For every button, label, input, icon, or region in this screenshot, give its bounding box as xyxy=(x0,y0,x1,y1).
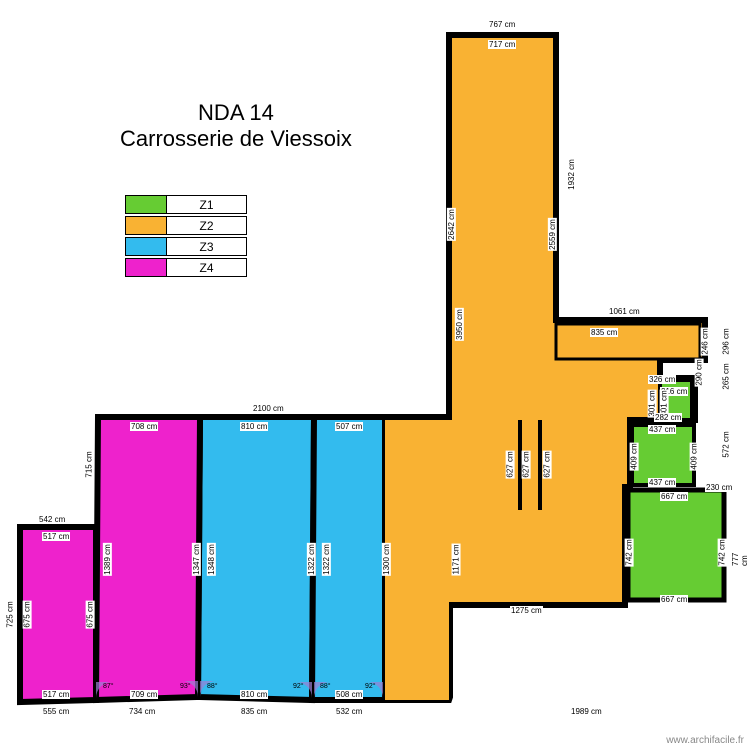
dim-1989: 1989 cm xyxy=(570,707,603,716)
dim-3950: 3950 cm xyxy=(455,308,464,341)
dim-508: 508 cm xyxy=(335,690,363,699)
dim-1389: 1389 cm xyxy=(103,543,112,576)
dim-835: 835 cm xyxy=(590,328,618,337)
dim-667a: 667 cm xyxy=(660,492,688,501)
dim-555: 555 cm xyxy=(42,707,70,716)
dim-742b: 742 cm xyxy=(718,538,727,566)
zone-z2-lower xyxy=(385,417,449,700)
dim-1322b: 1322 cm xyxy=(322,543,331,576)
dim-627a: 627 cm xyxy=(506,450,515,478)
dim-1348: 1348 cm xyxy=(207,543,216,576)
dim-282: 282 cm xyxy=(654,413,682,422)
dim-627b: 627 cm xyxy=(522,450,531,478)
dim-1061: 1061 cm xyxy=(608,307,641,316)
dim-230: 230 cm xyxy=(705,483,733,492)
dim-1300: 1300 cm xyxy=(382,543,391,576)
dim-409a: 409 cm xyxy=(630,442,639,470)
dim-246: 246 cm xyxy=(701,327,710,355)
angle-label-92b: 92° xyxy=(365,683,376,690)
dim-517b: 517 cm xyxy=(42,690,70,699)
angle-label-87: 87° xyxy=(103,683,114,690)
zone-z1-r2 xyxy=(632,425,694,485)
dim-675a: 675 cm xyxy=(23,600,32,628)
dim-734: 734 cm xyxy=(128,707,156,716)
angle-label-88b: 88° xyxy=(320,683,331,690)
dim-1347: 1347 cm xyxy=(192,543,201,576)
dim-717: 717 cm xyxy=(488,40,516,49)
angle-label-88a: 88° xyxy=(207,683,218,690)
dim-2642: 2642 cm xyxy=(447,208,456,241)
dim-437a: 437 cm xyxy=(648,425,676,434)
dim-290: 290 cm xyxy=(695,358,704,386)
dim-835b: 835 cm xyxy=(240,707,268,716)
dim-627c: 627 cm xyxy=(543,450,552,478)
dim-409b: 409 cm xyxy=(690,442,699,470)
dim-507: 507 cm xyxy=(335,422,363,431)
dim-1932: 1932 cm xyxy=(567,158,576,191)
dim-2559: 2559 cm xyxy=(548,218,557,251)
watermark: www.archifacile.fr xyxy=(666,735,744,746)
dim-708: 708 cm xyxy=(130,422,158,431)
dim-296: 296 cm xyxy=(722,327,731,355)
dim-810a: 810 cm xyxy=(240,422,268,431)
dim-709: 709 cm xyxy=(130,690,158,699)
dim-542: 542 cm xyxy=(38,515,66,524)
angle-label-92a: 92° xyxy=(293,683,304,690)
dim-675b: 675 cm xyxy=(86,600,95,628)
dim-715: 715 cm xyxy=(85,450,94,478)
dim-265: 265 cm xyxy=(722,362,731,390)
dim-667b: 667 cm xyxy=(660,595,688,604)
zone-z2-sub1 xyxy=(556,324,700,359)
dim-437b: 437 cm xyxy=(648,478,676,487)
dim-532: 532 cm xyxy=(335,707,363,716)
dim-1275: 1275 cm xyxy=(510,606,543,615)
dim-725: 725 cm xyxy=(6,600,15,628)
dim-517a: 517 cm xyxy=(42,532,70,541)
dim-1322: 1322 cm xyxy=(307,543,316,576)
dim-1171: 1171 cm xyxy=(452,543,461,575)
dim-777: 777 cm xyxy=(731,547,749,567)
zone-z1-r3 xyxy=(628,490,724,600)
dim-810b: 810 cm xyxy=(240,690,268,699)
dim-742a: 742 cm xyxy=(625,538,634,566)
dim-326: 326 cm xyxy=(648,375,676,384)
dim-2100: 2100 cm xyxy=(252,404,285,413)
floorplan-svg xyxy=(0,0,750,750)
dim-767: 767 cm xyxy=(488,20,516,29)
dim-572: 572 cm xyxy=(722,430,731,458)
angle-label-93: 93° xyxy=(180,683,191,690)
